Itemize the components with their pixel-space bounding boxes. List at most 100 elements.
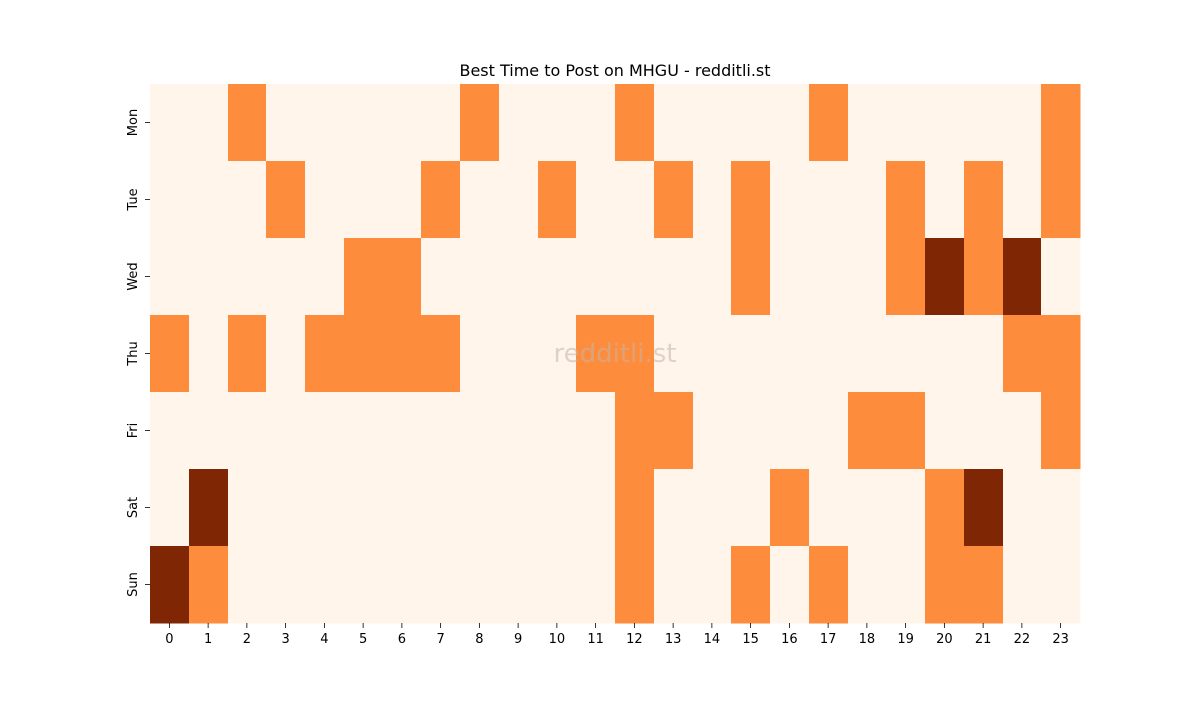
heatmap-cell-mon-18 <box>848 84 887 162</box>
heatmap-cell-thu-16 <box>770 315 810 393</box>
heatmap-cell-sat-1 <box>189 469 229 547</box>
heatmap-cell-sun-17 <box>809 546 849 624</box>
heatmap-cell-fri-21 <box>964 392 1004 470</box>
x-tick-label-19: 19 <box>897 632 914 647</box>
heatmap-cell-sun-20 <box>925 546 965 624</box>
heatmap-cell-tue-1 <box>189 161 229 239</box>
heatmap-cell-sat-21 <box>964 469 1004 547</box>
heatmap-cell-fri-12 <box>615 392 655 470</box>
chart-title: Best Time to Post on MHGU - redditli.st <box>459 61 770 80</box>
heatmap-cell-sun-3 <box>266 546 306 624</box>
heatmap-cell-sat-14 <box>693 469 732 547</box>
heatmap-cell-sun-1 <box>189 546 229 624</box>
x-tick-label-3: 3 <box>281 632 289 647</box>
heatmap-cell-thu-13 <box>654 315 694 393</box>
heatmap-cell-thu-3 <box>266 315 306 393</box>
heatmap-cell-sat-17 <box>809 469 849 547</box>
heatmap-cell-sun-19 <box>886 546 926 624</box>
heatmap-cell-sun-21 <box>964 546 1004 624</box>
heatmap-cell-sun-4 <box>305 546 345 624</box>
heatmap-cell-tue-21 <box>964 161 1004 239</box>
heatmap-cell-thu-12 <box>615 315 655 393</box>
heatmap-cell-tue-3 <box>266 161 306 239</box>
x-tick-label-8: 8 <box>475 632 483 647</box>
heatmap-cell-wed-0 <box>150 238 190 316</box>
heatmap-cell-wed-17 <box>809 238 849 316</box>
heatmap-cell-tue-2 <box>228 161 267 239</box>
heatmap-cell-fri-14 <box>693 392 732 470</box>
heatmap-cell-fri-1 <box>189 392 229 470</box>
heatmap-cell-mon-22 <box>1003 84 1042 162</box>
heatmap-cell-wed-23 <box>1041 238 1081 316</box>
heatmap-cell-tue-19 <box>886 161 926 239</box>
x-tick-label-23: 23 <box>1052 632 1069 647</box>
heatmap-cell-fri-10 <box>538 392 577 470</box>
heatmap-cell-thu-0 <box>150 315 190 393</box>
watermark-text: redditli.st <box>554 339 677 369</box>
heatmap-cell-sat-6 <box>383 469 422 547</box>
y-tick-label-fri: Fri <box>126 423 141 439</box>
y-axis: Mon Tue Wed Thu Fri Sat Sun <box>126 109 150 597</box>
heatmap-cell-sat-11 <box>576 469 616 547</box>
x-tick-label-10: 10 <box>549 632 566 647</box>
heatmap-cell-mon-21 <box>964 84 1004 162</box>
y-tick-label-mon: Mon <box>126 109 141 136</box>
heatmap-cell-sun-5 <box>344 546 384 624</box>
heatmap-cell-tue-11 <box>576 161 616 239</box>
heatmap-cell-thu-2 <box>228 315 267 393</box>
heatmap-cell-wed-19 <box>886 238 926 316</box>
heatmap-cell-fri-7 <box>421 392 461 470</box>
heatmap-cell-thu-17 <box>809 315 849 393</box>
heatmap-cell-sun-22 <box>1003 546 1042 624</box>
heatmap-cell-sun-6 <box>383 546 422 624</box>
heatmap-cell-sun-14 <box>693 546 732 624</box>
heatmap-cell-sun-11 <box>576 546 616 624</box>
heatmap-cell-sun-10 <box>538 546 577 624</box>
heatmap-cell-thu-8 <box>460 315 500 393</box>
heatmap-cell-fri-18 <box>848 392 887 470</box>
heatmap-cell-sun-12 <box>615 546 655 624</box>
heatmap-cell-tue-23 <box>1041 161 1081 239</box>
heatmap-cell-fri-20 <box>925 392 965 470</box>
heatmap-cell-thu-22 <box>1003 315 1042 393</box>
heatmap-cell-fri-6 <box>383 392 422 470</box>
heatmap-cell-fri-16 <box>770 392 810 470</box>
heatmap-cell-tue-17 <box>809 161 849 239</box>
heatmap-cell-sun-7 <box>421 546 461 624</box>
heatmap-cell-wed-4 <box>305 238 345 316</box>
heatmap-cell-mon-4 <box>305 84 345 162</box>
heatmap-cell-sat-9 <box>499 469 539 547</box>
heatmap-cell-tue-20 <box>925 161 965 239</box>
heatmap-cell-mon-2 <box>228 84 267 162</box>
heatmap-cell-wed-16 <box>770 238 810 316</box>
x-tick-label-2: 2 <box>243 632 251 647</box>
heatmap-cell-fri-11 <box>576 392 616 470</box>
heatmap-cell-sat-10 <box>538 469 577 547</box>
heatmap-cell-wed-13 <box>654 238 694 316</box>
heatmap-cell-wed-22 <box>1003 238 1042 316</box>
heatmap-cell-tue-8 <box>460 161 500 239</box>
x-tick-label-22: 22 <box>1014 632 1031 647</box>
heatmap-cell-mon-5 <box>344 84 384 162</box>
x-tick-label-16: 16 <box>781 632 798 647</box>
heatmap-cell-wed-6 <box>383 238 422 316</box>
heatmap-cell-mon-9 <box>499 84 539 162</box>
heatmap-cell-sat-22 <box>1003 469 1042 547</box>
heatmap-cell-sun-8 <box>460 546 500 624</box>
heatmap-cells <box>150 84 1081 624</box>
heatmap-cell-sat-19 <box>886 469 926 547</box>
y-tick-label-wed: Wed <box>126 262 141 290</box>
heatmap-cell-fri-2 <box>228 392 267 470</box>
x-tick-label-5: 5 <box>359 632 367 647</box>
heatmap-cell-sat-15 <box>731 469 771 547</box>
x-tick-label-7: 7 <box>436 632 444 647</box>
heatmap-cell-fri-23 <box>1041 392 1081 470</box>
heatmap-cell-wed-2 <box>228 238 267 316</box>
heatmap-cell-sun-16 <box>770 546 810 624</box>
heatmap-cell-fri-4 <box>305 392 345 470</box>
heatmap-cell-wed-20 <box>925 238 965 316</box>
heatmap-cell-tue-10 <box>538 161 577 239</box>
heatmap-cell-mon-11 <box>576 84 616 162</box>
heatmap-cell-sun-9 <box>499 546 539 624</box>
